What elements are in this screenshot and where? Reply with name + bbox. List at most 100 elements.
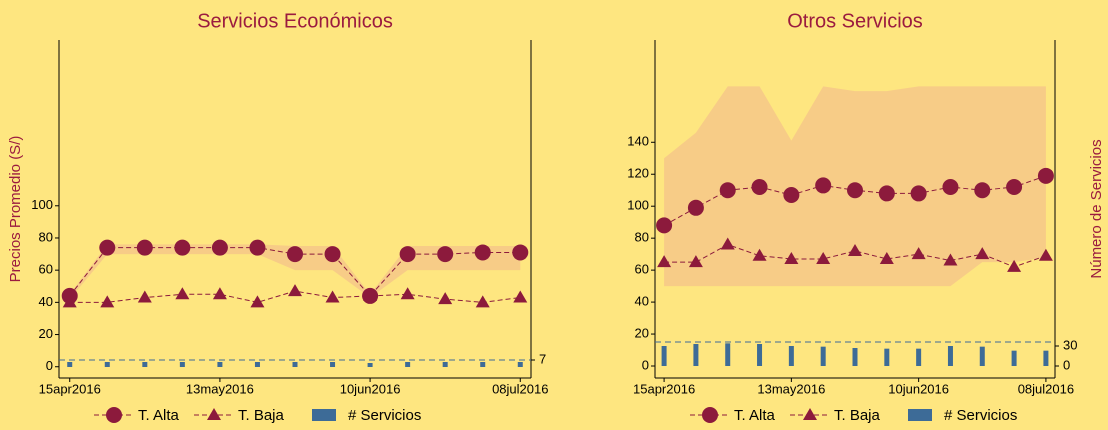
marker (816, 251, 831, 264)
bar (788, 346, 794, 366)
bar (254, 362, 260, 367)
y2-tick-label: 7 (539, 351, 546, 366)
bar (1043, 350, 1049, 366)
y-tick-label: 80 (635, 230, 649, 245)
marker (751, 179, 768, 196)
legend-label: # Servicios (944, 407, 1017, 424)
bar (179, 362, 185, 367)
bar (104, 362, 110, 367)
marker (99, 239, 116, 256)
y-tick-label: 60 (635, 262, 649, 277)
bar (725, 343, 731, 366)
bar (884, 348, 890, 366)
y-tick-label: 0 (46, 358, 53, 373)
marker (325, 290, 340, 303)
y-tick-label: 0 (642, 357, 649, 372)
marker (719, 182, 736, 199)
bar (442, 362, 448, 367)
marker (783, 187, 800, 204)
legend-swatch (312, 409, 336, 421)
legend-label: T. Alta (138, 407, 180, 424)
marker (687, 199, 704, 216)
marker (175, 287, 190, 300)
legend-marker (207, 408, 221, 420)
marker (211, 239, 228, 256)
bar (217, 362, 223, 367)
x-tick-label: 13may2016 (757, 381, 825, 396)
marker (100, 295, 115, 308)
bar (292, 362, 298, 367)
y-axis-label: Precios Promedio (S/) (7, 136, 24, 283)
y-tick-label: 80 (39, 229, 53, 244)
x-tick-label: 10jun2016 (340, 381, 401, 396)
marker (249, 239, 266, 256)
bar (916, 348, 922, 366)
marker (288, 284, 302, 297)
bar (757, 344, 763, 366)
marker (656, 217, 673, 234)
marker (512, 244, 529, 261)
marker (975, 247, 990, 260)
marker (137, 290, 152, 303)
bar (661, 346, 667, 366)
y-tick-label: 20 (39, 326, 53, 341)
marker (1038, 248, 1053, 261)
y2-tick-label: 30 (1063, 337, 1077, 352)
bar (367, 363, 373, 367)
legend-marker (803, 408, 817, 420)
marker (1037, 167, 1054, 184)
marker (513, 290, 528, 303)
marker (657, 255, 672, 268)
marker (250, 295, 265, 308)
marker (136, 239, 153, 256)
marker (437, 246, 454, 263)
y-tick-label: 60 (39, 262, 53, 277)
y-tick-label: 40 (635, 294, 649, 309)
bar (517, 362, 523, 367)
chart-title: Servicios Económicos (197, 10, 393, 32)
marker (878, 185, 895, 202)
marker (720, 237, 735, 250)
marker (910, 185, 927, 202)
y-tick-label: 100 (31, 197, 53, 212)
marker (784, 251, 799, 264)
marker (688, 255, 703, 268)
bar (820, 346, 826, 366)
marker (911, 247, 926, 260)
legend-swatch (908, 409, 932, 421)
marker (1006, 179, 1023, 196)
legend-marker (106, 407, 122, 423)
x-tick-label: 08jul2016 (1018, 381, 1074, 396)
legend-label: T. Baja (238, 407, 285, 424)
y-tick-label: 40 (39, 294, 53, 309)
x-tick-label: 13may2016 (186, 381, 254, 396)
marker (815, 177, 832, 194)
marker (1007, 259, 1022, 272)
legend-label: T. Baja (834, 407, 881, 424)
y2-axis-label: Número de Servicios (1088, 139, 1105, 278)
marker (363, 288, 378, 301)
x-tick-label: 15apr2016 (39, 381, 101, 396)
marker (62, 295, 77, 308)
y2-tick-label: 0 (1063, 357, 1070, 372)
bar (67, 362, 73, 367)
marker (400, 287, 415, 300)
x-tick-label: 08jul2016 (492, 381, 548, 396)
chart-title: Otros Servicios (787, 10, 923, 32)
marker (475, 295, 490, 308)
marker (879, 251, 894, 264)
marker (943, 253, 958, 266)
marker (752, 248, 767, 261)
y-tick-label: 120 (627, 166, 649, 181)
y-tick-label: 140 (627, 134, 649, 149)
bar (330, 362, 336, 367)
y-tick-label: 20 (635, 325, 649, 340)
marker (942, 179, 959, 196)
y-tick-label: 100 (627, 198, 649, 213)
bar (979, 346, 985, 366)
legend-marker (702, 407, 718, 423)
marker (399, 246, 416, 263)
legend-label: T. Alta (734, 407, 776, 424)
